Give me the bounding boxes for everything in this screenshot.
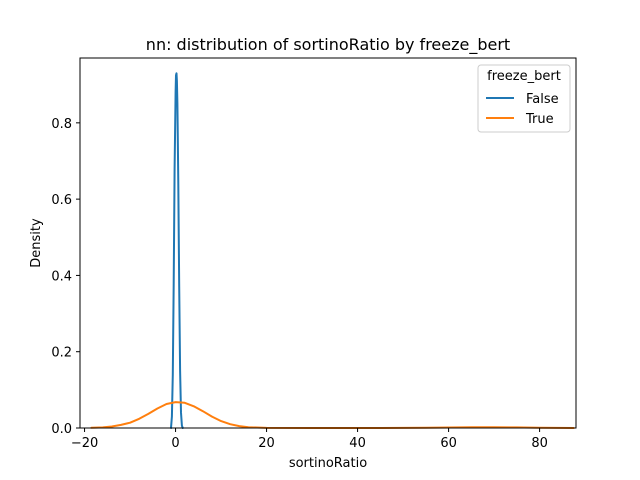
legend-label-true: True xyxy=(525,112,554,127)
x-tick-label: 0 xyxy=(171,436,179,451)
y-tick-label: 0.4 xyxy=(51,269,72,284)
axes-frame xyxy=(79,57,577,429)
x-tick-label: 20 xyxy=(258,436,275,451)
y-tick-label: 0.2 xyxy=(51,346,72,361)
plot-lines xyxy=(90,72,575,429)
x-axis-label: sortinoRatio xyxy=(289,456,367,471)
axes-ticks: −20 0 20 40 60 80 0.0 0.2 0.4 0.6 0.8 xyxy=(51,117,548,451)
x-tick-label: 80 xyxy=(531,436,548,451)
series-line-true xyxy=(90,401,575,429)
x-tick-label: 40 xyxy=(349,436,366,451)
legend-label-false: False xyxy=(526,92,559,107)
y-tick-label: 0.8 xyxy=(51,117,72,132)
legend: freeze_bert False True xyxy=(477,64,571,133)
series-line-false xyxy=(170,72,184,429)
x-tick-label: −20 xyxy=(71,436,98,451)
legend-title: freeze_bert xyxy=(487,69,561,84)
x-tick-label: 60 xyxy=(440,436,457,451)
y-axis-label: Density xyxy=(29,218,44,268)
y-tick-label: 0.6 xyxy=(51,193,72,208)
y-tick-label: 0.0 xyxy=(51,422,72,437)
chart-title: nn: distribution of sortinoRatio by free… xyxy=(146,35,510,55)
legend-box xyxy=(477,64,571,133)
